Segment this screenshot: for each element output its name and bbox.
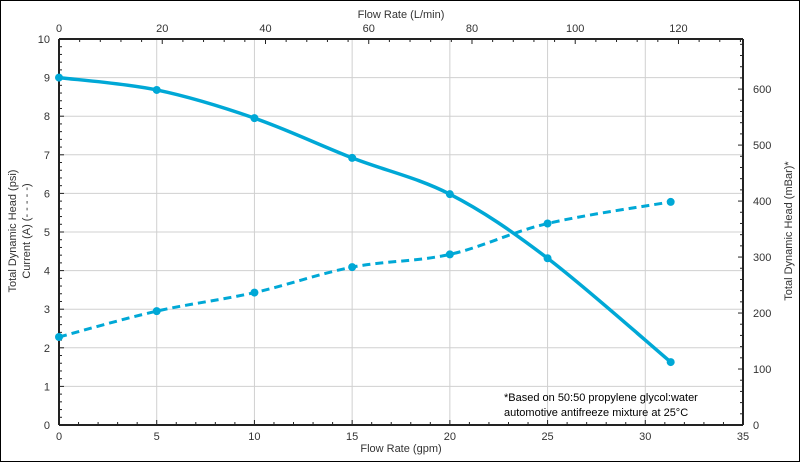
y2-tick-label: 400 bbox=[753, 196, 771, 208]
right-axis-label: Total Dynamic Head (mBar)* bbox=[783, 161, 795, 301]
x2-tick-label: 40 bbox=[259, 23, 271, 35]
current-series-point bbox=[348, 263, 357, 272]
axes: 0 5 10 15 20 25 30 350 20 40 60 80 100 12001234567891… bbox=[38, 23, 772, 443]
left-axis-label-current: Current (A) (- - - - -) bbox=[21, 183, 33, 278]
current-series-line bbox=[58, 200, 671, 339]
current-series-point bbox=[55, 332, 63, 341]
y2-tick-label: 500 bbox=[753, 140, 771, 152]
x-tick-label: 25 bbox=[541, 431, 553, 443]
y-tick-label: 4 bbox=[44, 266, 50, 278]
current-series-point bbox=[250, 288, 259, 297]
head-series-point bbox=[250, 114, 259, 123]
head-series-point bbox=[666, 358, 675, 367]
y-tick-label: 8 bbox=[44, 111, 50, 123]
annotation-line-2: automotive antifreeze mixture at 25°C bbox=[504, 407, 688, 419]
head-series-point bbox=[543, 254, 552, 263]
series bbox=[55, 73, 675, 367]
current-series-point bbox=[543, 219, 552, 228]
x-tick-label: 35 bbox=[737, 431, 749, 443]
x-tick-label: 30 bbox=[639, 431, 651, 443]
x2-tick-label: 0 bbox=[56, 23, 62, 35]
x-tick-label: 5 bbox=[154, 431, 160, 443]
bottom-axis-label: Flow Rate (gpm) bbox=[360, 443, 441, 455]
x2-tick-label: 60 bbox=[363, 23, 375, 35]
y-tick-label: 2 bbox=[44, 343, 50, 355]
y-tick-label: 3 bbox=[44, 304, 50, 316]
y-tick-label: 7 bbox=[44, 150, 50, 162]
y-tick-label: 6 bbox=[44, 188, 50, 200]
x2-tick-label: 80 bbox=[466, 23, 478, 35]
grid bbox=[59, 39, 743, 425]
y2-tick-label: 200 bbox=[753, 308, 771, 320]
x-tick-label: 10 bbox=[248, 431, 260, 443]
y-tick-label: 1 bbox=[44, 381, 50, 393]
head-series-point bbox=[445, 190, 454, 199]
y2-tick-label: 0 bbox=[753, 420, 759, 432]
head-series-point bbox=[348, 153, 357, 162]
y-tick-label: 9 bbox=[44, 73, 50, 85]
x-tick-label: 15 bbox=[346, 431, 358, 443]
x-tick-label: 20 bbox=[444, 431, 456, 443]
left-axis-label: Total Dynamic Head (psi) bbox=[7, 170, 19, 293]
current-series-point bbox=[152, 307, 161, 316]
x-tick-label: 0 bbox=[56, 431, 62, 443]
y-tick-label: 0 bbox=[44, 420, 50, 432]
x2-tick-label: 100 bbox=[566, 23, 584, 35]
head-series-point bbox=[55, 73, 63, 82]
y2-tick-label: 300 bbox=[753, 252, 771, 264]
head-series-line bbox=[58, 75, 672, 364]
y2-tick-label: 100 bbox=[753, 364, 771, 376]
y2-tick-label: 600 bbox=[753, 84, 771, 96]
head-series-point bbox=[152, 85, 161, 94]
x2-tick-label: 120 bbox=[669, 23, 687, 35]
y-tick-label: 5 bbox=[44, 227, 50, 239]
current-series-point bbox=[445, 250, 454, 259]
current-series-point bbox=[666, 197, 675, 206]
y-tick-label: 10 bbox=[38, 34, 50, 46]
annotation-line-1: *Based on 50:50 propylene glycol:water bbox=[504, 392, 698, 404]
top-axis-label: Flow Rate (L/min) bbox=[358, 9, 445, 21]
x2-tick-label: 20 bbox=[156, 23, 168, 35]
